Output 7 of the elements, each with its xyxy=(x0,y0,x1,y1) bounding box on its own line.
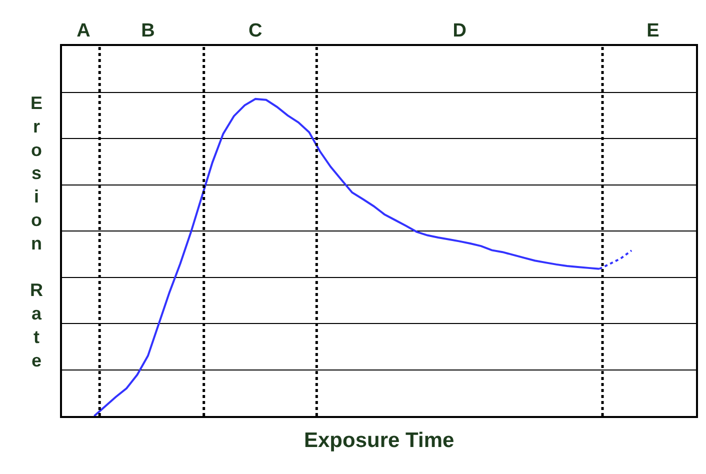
x-tick-label: D xyxy=(452,20,466,42)
x-tick-label: B xyxy=(141,20,155,42)
x-tick-label: C xyxy=(248,20,263,42)
x-tick-label: A xyxy=(76,20,91,42)
text: Erosion Rate xyxy=(30,93,43,370)
x-axis-title: Exposure Time xyxy=(304,429,454,452)
x-tick-label: E xyxy=(646,20,660,42)
